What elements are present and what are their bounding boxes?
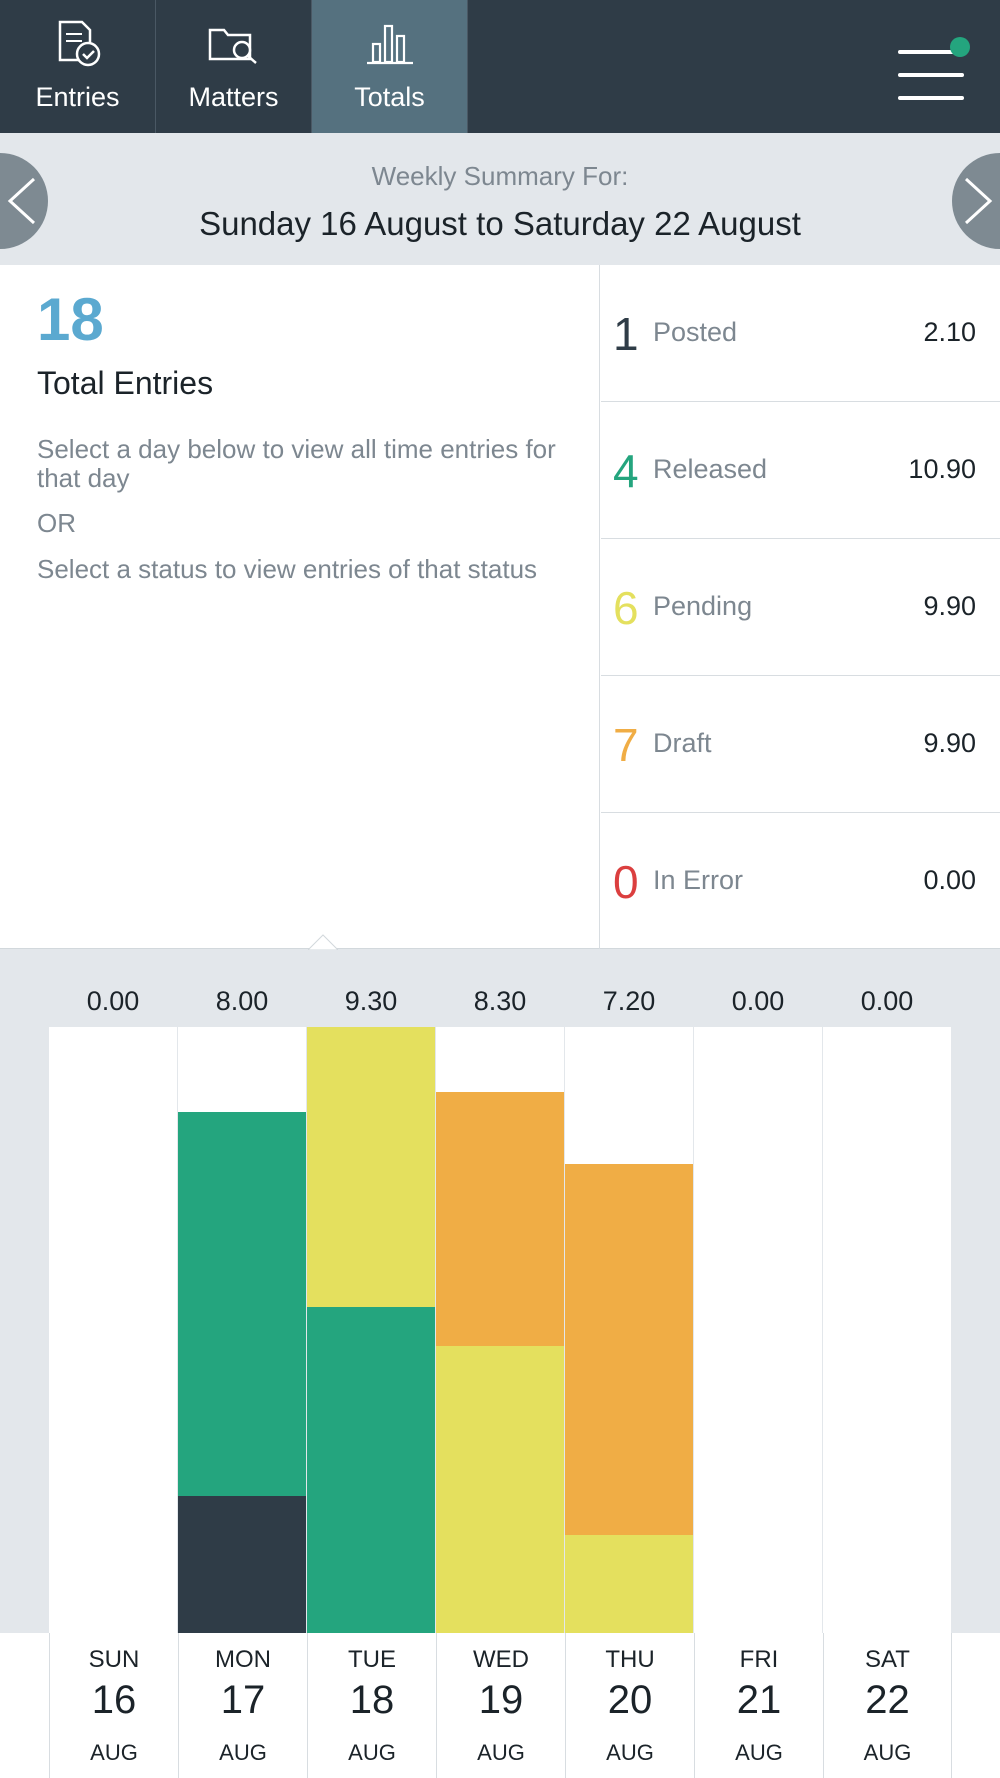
day-cell-mon[interactable]: MON 17 AUG [178, 1633, 307, 1778]
chevron-right-icon [964, 177, 993, 225]
status-count: 6 [613, 582, 639, 634]
hamburger-line [898, 96, 964, 100]
tab-totals[interactable]: Totals [312, 0, 468, 133]
tab-totals-label: Totals [354, 82, 425, 112]
bar-segment-draft[interactable] [436, 1092, 564, 1347]
week-range: Sunday 16 August to Saturday 22 August [199, 205, 801, 242]
bar-segment-pending[interactable] [436, 1346, 564, 1633]
day-column[interactable] [694, 1027, 822, 1633]
day-cell-fri[interactable]: FRI 21 AUG [694, 1633, 823, 1778]
day-number: 18 [349, 1678, 395, 1722]
folder-search-icon [206, 18, 262, 73]
day-total-label: 0.00 [86, 986, 140, 1016]
day-name: TUE [348, 1646, 396, 1673]
day-name: WED [473, 1646, 529, 1673]
status-row-released[interactable]: 4 Released 10.90 [601, 402, 1000, 539]
weekly-hours-chart: 0.00 8.00 9.30 8.30 7.20 0.00 0.00 [0, 950, 1000, 1633]
bar-segment-posted[interactable] [178, 1496, 306, 1633]
summary-panel: 18 Total Entries Select a day below to v… [0, 265, 1000, 949]
status-hours: 10.90 [908, 454, 976, 484]
day-number: 17 [220, 1678, 266, 1722]
status-row-pending[interactable]: 6 Pending 9.90 [601, 539, 1000, 676]
day-total-label: 8.00 [215, 986, 269, 1016]
totals-panel: 18 Total Entries Select a day below to v… [0, 265, 600, 949]
day-column[interactable] [49, 1027, 177, 1633]
week-caption: Weekly Summary For: [371, 161, 629, 191]
day-name: MON [215, 1646, 271, 1673]
bar-segment-draft[interactable] [565, 1163, 693, 1536]
hamburger-line [898, 73, 964, 77]
tab-matters[interactable]: Matters [156, 0, 312, 133]
day-cell-wed[interactable]: WED 19 AUG [436, 1633, 565, 1778]
bar-chart-icon [364, 18, 416, 73]
hamburger-menu-button[interactable] [898, 37, 970, 102]
day-month: AUG [219, 1740, 267, 1765]
status-name: Draft [653, 728, 712, 758]
day-name: SUN [88, 1646, 140, 1673]
day-number: 20 [607, 1678, 653, 1722]
tab-matters-label: Matters [188, 82, 279, 112]
bar-segment-pending[interactable] [307, 1027, 435, 1308]
hint-select-day: Select a day below to view all time entr… [37, 434, 556, 493]
status-hours: 2.10 [923, 317, 976, 347]
day-month: AUG [477, 1740, 525, 1765]
hamburger-menu-icon [898, 50, 964, 54]
day-total-label: 7.20 [602, 986, 656, 1016]
day-column[interactable] [823, 1027, 951, 1633]
total-entries-count: 18 [37, 286, 104, 353]
status-name: Posted [653, 317, 738, 347]
status-hours: 9.90 [923, 728, 976, 758]
bar-segment-released[interactable] [178, 1111, 306, 1497]
day-name: SAT [865, 1646, 910, 1673]
chevron-left-icon [7, 177, 36, 225]
status-hours: 9.90 [923, 591, 976, 621]
day-cell-thu[interactable]: THU 20 AUG [565, 1633, 694, 1778]
day-month: AUG [606, 1740, 654, 1765]
status-row-posted[interactable]: 1 Posted 2.10 [601, 265, 1000, 402]
day-number: 16 [91, 1678, 137, 1722]
week-header: Weekly Summary For: Sunday 16 August to … [0, 133, 1000, 265]
day-name: THU [605, 1646, 655, 1673]
status-count: 7 [613, 719, 639, 771]
tab-entries-label: Entries [35, 82, 120, 112]
panel-pointer-caret [308, 934, 338, 950]
notification-dot [950, 37, 970, 57]
day-selector: SUN 16 AUG MON 17 AUG TUE 18 AUG WED 19 AUG THU 20 AUG… [0, 1633, 1000, 1778]
day-month: AUG [90, 1740, 138, 1765]
day-month: AUG [735, 1740, 783, 1765]
status-hours: 0.00 [923, 865, 976, 895]
hint-select-status: Select a status to view entries of that … [37, 554, 538, 584]
day-total-label: 0.00 [731, 986, 785, 1016]
day-month: AUG [863, 1740, 912, 1765]
status-count: 4 [613, 445, 639, 497]
status-name: Released [653, 454, 768, 484]
bar-segment-released[interactable] [307, 1307, 435, 1633]
day-total-label: 9.30 [344, 986, 398, 1016]
total-entries-label: Total Entries [37, 365, 214, 401]
status-name: In Error [653, 865, 744, 895]
status-count: 0 [613, 856, 639, 908]
day-cell-tue[interactable]: TUE 18 AUG [307, 1633, 436, 1778]
day-cell-sun[interactable]: SUN 16 AUG [49, 1633, 178, 1778]
top-nav-bar: Entries Matters Totals [0, 0, 1000, 133]
status-row-draft[interactable]: 7 Draft 9.90 [601, 676, 1000, 813]
hint-or: OR [37, 508, 76, 538]
status-row-in-error[interactable]: 0 In Error 0.00 [601, 813, 1000, 950]
day-total-label: 8.30 [473, 986, 527, 1016]
day-total-label: 0.00 [860, 986, 914, 1016]
status-count: 1 [613, 308, 639, 360]
day-month: AUG [348, 1740, 396, 1765]
bar-segment-pending[interactable] [565, 1535, 693, 1633]
status-name: Pending [653, 591, 753, 621]
day-cell-sat[interactable]: SAT 22 AUG [823, 1633, 952, 1778]
day-number: 21 [736, 1678, 782, 1722]
day-number: 22 [865, 1678, 910, 1722]
day-number: 19 [478, 1678, 524, 1722]
tab-entries[interactable]: Entries [0, 0, 156, 133]
day-name: FRI [739, 1646, 779, 1673]
entries-check-icon [52, 18, 104, 73]
